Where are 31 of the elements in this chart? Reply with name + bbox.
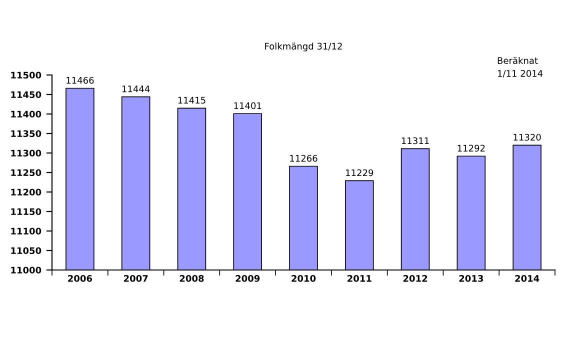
data-label: 11466 [66, 76, 94, 84]
y-tick-label: 11400 [11, 110, 42, 118]
x-tick-label: 2006 [68, 275, 92, 282]
x-tick-label: 2010 [292, 275, 316, 282]
y-tick-label: 11450 [11, 91, 42, 98]
y-tick-label: 11200 [11, 188, 42, 196]
y-tick-label: 11000 [11, 266, 42, 274]
x-tick-label: 2014 [515, 275, 540, 282]
data-label: 11320 [514, 134, 541, 141]
y-tick-label: 11350 [11, 130, 42, 138]
data-label: 11229 [346, 169, 374, 176]
data-label: 11311 [402, 137, 429, 144]
chart-title: Folkmängd 31/12 [265, 42, 342, 52]
y-tick-label: 11150 [11, 208, 42, 216]
data-label: 11444 [122, 86, 150, 92]
y-tick-label: 11250 [11, 169, 42, 176]
x-tick-label: 2007 [124, 275, 148, 282]
data-label: 11415 [178, 96, 206, 104]
y-tick-label: 11300 [11, 150, 42, 157]
x-tick-label: 2009 [236, 275, 260, 282]
x-tick-label: 2008 [180, 275, 204, 282]
data-label: 11266 [290, 154, 318, 162]
y-tick-label: 11100 [11, 228, 42, 235]
y-tick-label: 11050 [11, 247, 42, 254]
x-tick-label: 2012 [403, 275, 428, 282]
y-tick-label: 11500 [11, 72, 42, 79]
x-tick-label: 2011 [348, 275, 372, 282]
x-tick-label: 2013 [459, 275, 484, 282]
annotation: Beräknat 1/11 2014 [498, 57, 543, 78]
data-label: 11401 [234, 102, 262, 110]
data-label: 11292 [458, 144, 485, 152]
